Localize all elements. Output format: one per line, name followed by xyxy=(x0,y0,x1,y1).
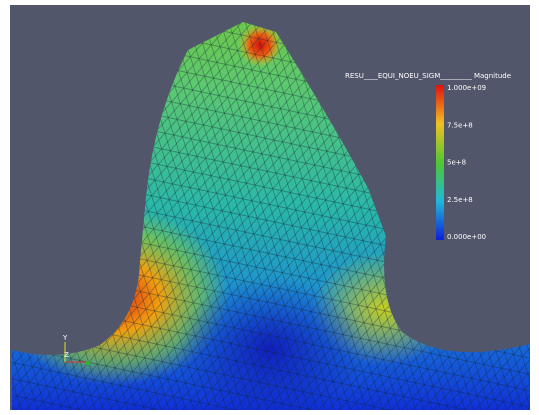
color-bar-label: 2.5e+8 xyxy=(447,196,473,204)
axis-label: Z xyxy=(64,351,69,359)
color-bar xyxy=(436,85,444,240)
color-bar-label: 5e+8 xyxy=(447,159,466,167)
color-bar-label: 0.000e+00 xyxy=(447,233,486,241)
viewport: RESU____EQUI_NOEU_SIGM_________ Magnitud… xyxy=(0,0,539,415)
color-bar-label: 1.000e+09 xyxy=(447,84,486,92)
axis-label: Y xyxy=(62,334,68,342)
color-bar-title: RESU____EQUI_NOEU_SIGM_________ Magnitud… xyxy=(345,72,511,80)
color-bar-label: 7.5e+8 xyxy=(447,121,473,129)
